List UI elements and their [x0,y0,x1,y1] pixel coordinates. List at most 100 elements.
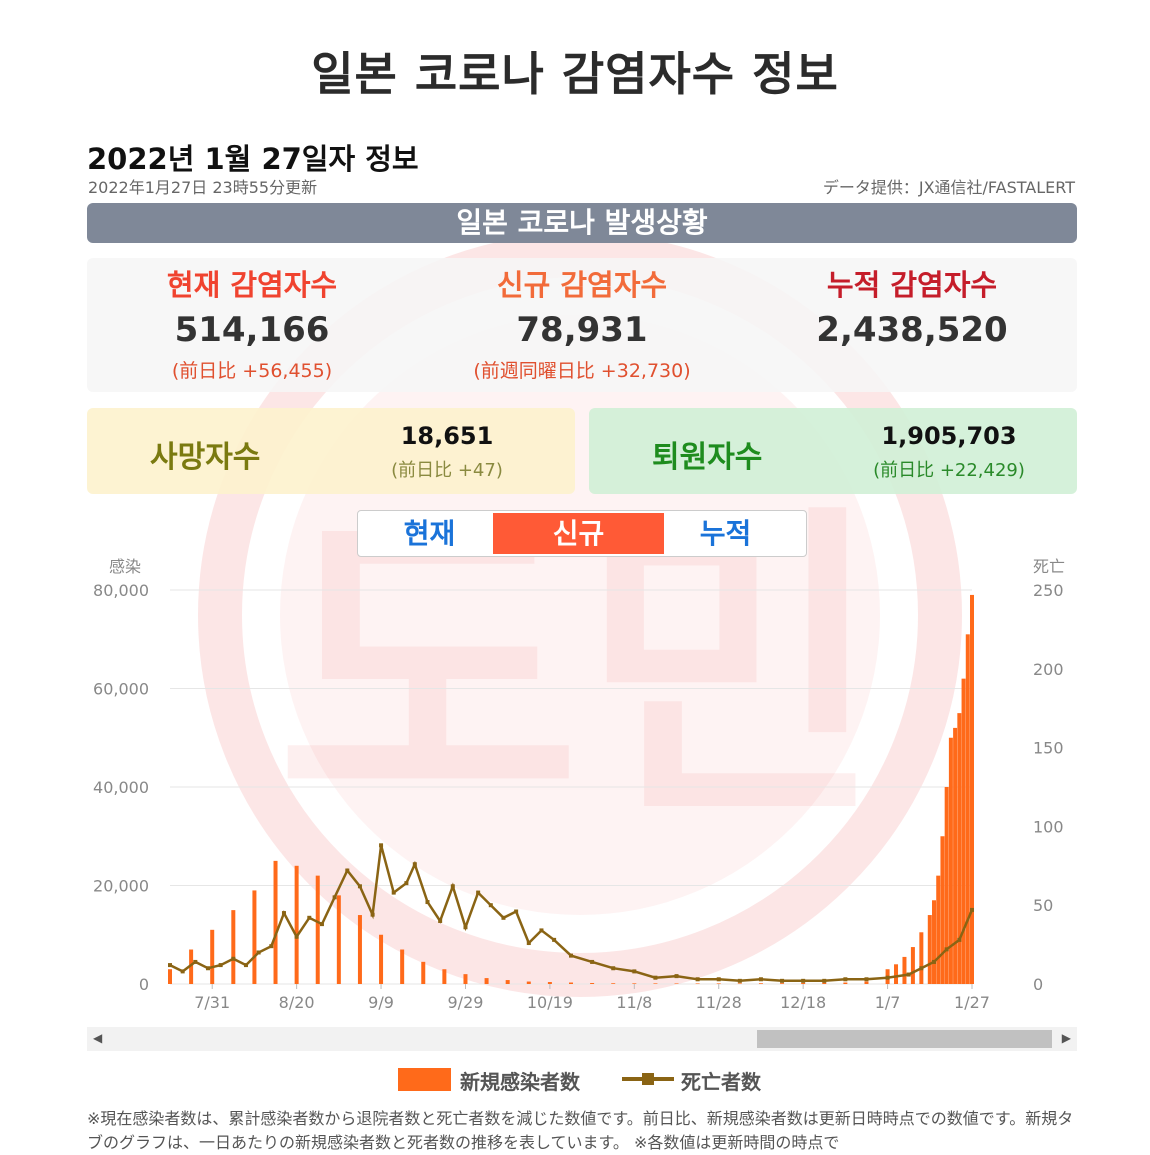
deaths-point [294,934,299,939]
deaths-point [653,975,658,980]
bar [526,981,531,984]
deaths-point [345,868,350,873]
deaths-point [231,956,236,961]
deaths-point [737,978,742,983]
bar [611,983,616,984]
scroll-right-arrow-icon[interactable]: ▶ [1061,1031,1071,1045]
bar [505,980,510,984]
bar [864,981,869,984]
scroll-thumb[interactable] [757,1030,1052,1048]
deaths-point [758,977,763,982]
x-tick-label: 1/7 [875,993,901,1012]
chart-scrollbar[interactable]: ◀ ▶ [87,1027,1077,1051]
deaths-point [379,843,384,848]
y-axis-right: 死亡 250 200 150 100 50 0 [1033,557,1065,994]
recovered-value: 1,905,703 [881,422,1017,450]
bar [957,713,962,984]
y-tick-left: 80,000 [93,581,149,600]
bar [442,969,447,984]
bar [357,915,362,984]
deaths-point [370,912,375,917]
bar [484,978,489,984]
bar [961,678,966,984]
bar [948,737,953,984]
deaths-point [450,884,455,889]
deaths-line [169,844,974,983]
tab-current[interactable]: 현재 [403,517,456,550]
bar [965,634,970,984]
page-title: 일본 코로나 감염자수 정보 [311,47,839,101]
y-tick-left: 60,000 [93,680,149,699]
legend-new-cases: 新規感染者数 [460,1070,580,1094]
stat-new: 신규 감염자수 78,931 (前週同曜日比 +32,730) [417,258,747,383]
bar [315,875,320,984]
deaths-point [906,972,911,977]
deaths-point [180,969,185,974]
y-tick-left: 40,000 [93,778,149,797]
bar [927,915,932,984]
bar [653,983,658,984]
deaths-point [539,928,544,933]
x-tick-label: 7/31 [194,993,230,1012]
deaths-box: 사망자수 18,651 (前日比 +47) [87,408,575,494]
chart-legend: 新規感染者数 死亡者数 [0,1065,1150,1095]
bar [801,983,806,984]
deaths-point [970,907,974,912]
deaths-point [488,903,493,908]
deaths-point [391,890,396,895]
data-source: データ提供：JX通信社/FASTALERT [822,178,1075,197]
bar [953,727,958,984]
bar [294,865,299,984]
deaths-point [822,978,827,983]
deaths-point [281,911,286,916]
deaths-point [611,966,616,971]
y-tick-right: 0 [1033,975,1043,994]
deaths-point [932,959,937,964]
tab-new[interactable]: 신규 [493,513,664,554]
recovered-box: 퇴원자수 1,905,703 (前日比 +22,429) [589,408,1077,494]
deaths-point [843,977,848,982]
bar [919,932,924,984]
deaths-point [243,963,248,968]
y-axis-left-title: 感染 [109,557,141,576]
bar [231,910,236,984]
deaths-point [514,909,519,914]
bar [944,787,949,984]
deaths-point [438,918,443,923]
bar [210,929,215,984]
y-tick-right: 150 [1033,739,1064,758]
deaths-point [919,966,924,971]
stat-current-value: 514,166 [174,310,330,350]
stat-current-label: 현재 감염자수 [166,268,338,302]
stat-cumulative-label: 누적 감염자수 [826,268,998,302]
bar [632,983,637,984]
bar [902,956,907,984]
y-tick-right: 100 [1033,817,1064,836]
chart-tabs: 현재 신규 누적 [357,510,807,557]
footnote: ※現在感染者数は、累計感染者数から退院者数と死亡者数を減じた数値です。前日比、新… [87,1109,1074,1152]
scroll-left-arrow-icon[interactable]: ◀ [93,1031,103,1045]
bar [252,890,257,984]
deaths-point [864,977,869,982]
deaths-point [552,937,557,942]
bar [400,949,405,984]
y-tick-right: 250 [1033,581,1064,600]
y-tick-left: 0 [139,975,149,994]
bar [590,983,595,984]
bar [737,983,742,984]
deaths-point [357,884,362,889]
line-series [168,843,974,983]
bar [463,974,468,984]
deaths-point [780,978,785,983]
y-axis-left: 感染 80,000 60,000 40,000 20,000 0 [93,557,149,994]
tab-cumulative[interactable]: 누적 [699,517,752,550]
y-tick-right: 200 [1033,660,1064,679]
updated-time: 2022年1月27日 23時55分更新 [88,178,318,197]
deaths-label: 사망자수 [150,440,261,475]
bar [168,969,172,984]
chart: 感染 80,000 60,000 40,000 20,000 0 死亡 250 200 150 1… [93,557,1065,1012]
bar [336,895,341,984]
deaths-point [590,959,595,964]
y-tick-left: 20,000 [93,877,149,896]
x-tick-label: 8/20 [279,993,315,1012]
